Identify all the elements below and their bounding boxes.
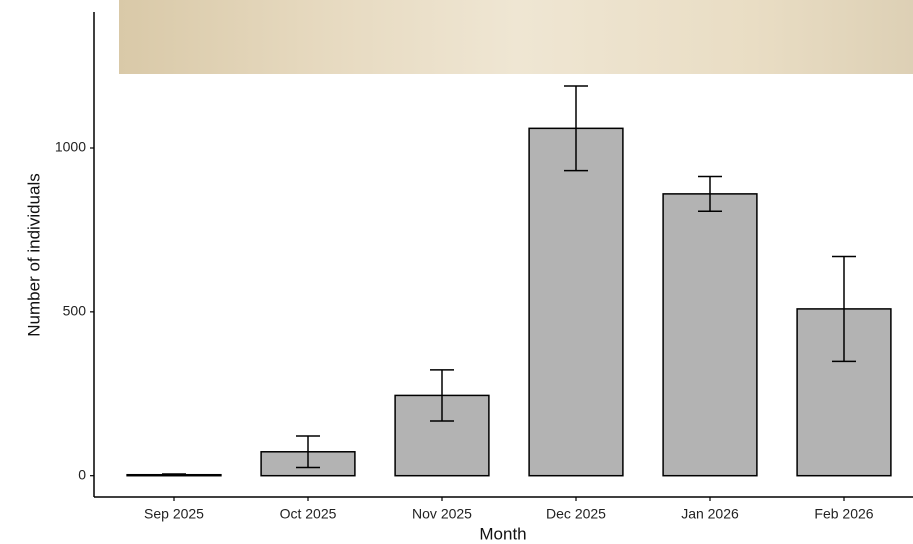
x-tick-label: Jan 2026 xyxy=(681,506,739,522)
y-axis-title: Number of individuals xyxy=(24,173,43,336)
x-tick-label: Sep 2025 xyxy=(144,506,204,522)
x-tick-label: Dec 2025 xyxy=(546,506,606,522)
x-tick-label: Oct 2025 xyxy=(280,506,337,522)
x-axis-title: Month xyxy=(479,524,526,543)
y-tick-label: 500 xyxy=(63,303,87,319)
chart: Month Number of individuals 0 500 1000 Sep … xyxy=(0,0,913,544)
bar xyxy=(663,194,757,476)
y-tick-label: 0 xyxy=(78,466,86,482)
bar xyxy=(529,128,623,475)
photo-inset xyxy=(119,0,913,74)
y-tick-label: 1000 xyxy=(55,139,86,155)
x-tick-label: Feb 2026 xyxy=(814,506,873,522)
x-tick-label: Nov 2025 xyxy=(412,506,472,522)
